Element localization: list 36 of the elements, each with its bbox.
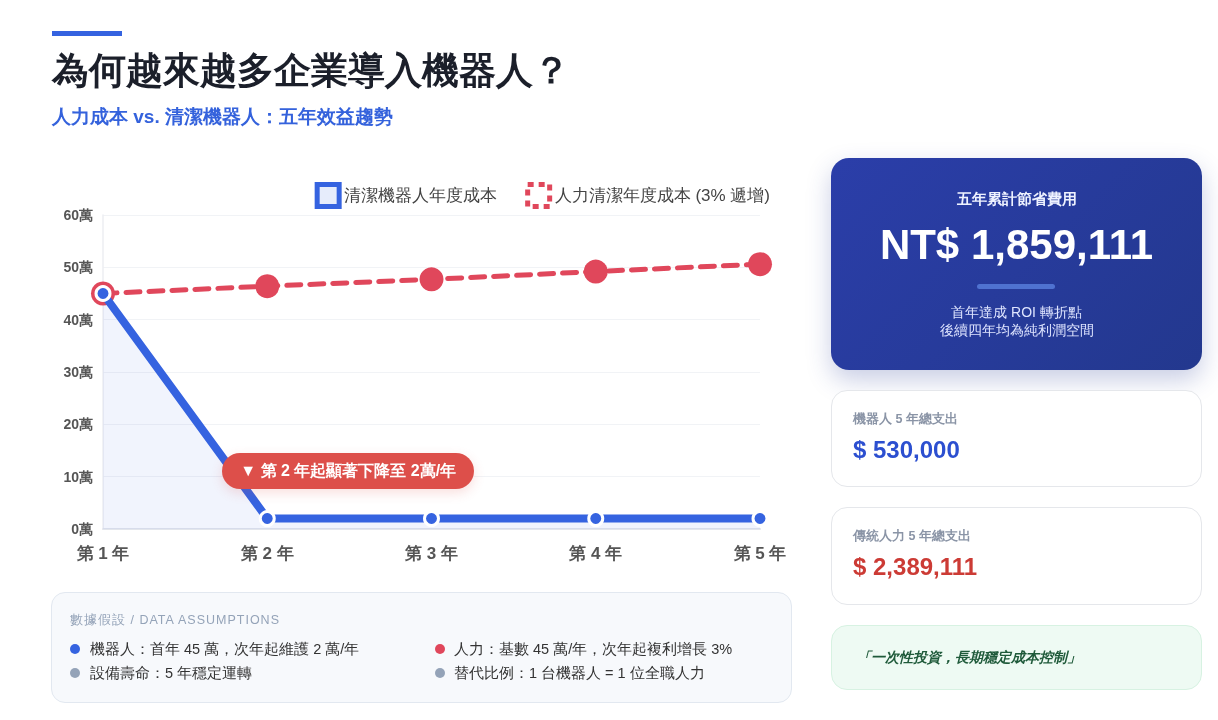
- point: [419, 267, 444, 292]
- text: 首年達成 ROI 轉折點: [950, 303, 1083, 321]
- point: [583, 259, 608, 284]
- text: 人力：基數 45 萬/年，次年起複利增長 3%: [454, 640, 733, 659]
- text: 「一次性投資，長期穩定成本控制」: [857, 648, 1081, 667]
- x-tick-label: 第 5 年: [732, 544, 787, 563]
- point: [748, 252, 772, 277]
- y-tick-label: 50萬: [63, 259, 93, 276]
- x-tick-label: 第 4 年: [568, 544, 623, 563]
- x-tick-label: 第 3 年: [404, 544, 458, 563]
- legend-label: 清潔機器人年度成本: [344, 186, 498, 205]
- annotation: ▼ 第 2 年起顯著下降至 2萬/年: [222, 452, 475, 489]
- point: [255, 274, 280, 299]
- legend-label: 人力清潔年度成本 (3% 遞增): [554, 186, 770, 205]
- chart-title: 為何越來越多企業導入機器人？: [52, 49, 570, 93]
- text: 五年累計節省費用: [955, 189, 1078, 209]
- text: 數據假設 / DATA ASSUMPTIONS: [70, 612, 280, 628]
- point: [258, 510, 276, 528]
- text: $ 530,000: [853, 435, 960, 465]
- y-tick-label: 40萬: [63, 311, 93, 328]
- text: 機器人 5 年總支出: [853, 411, 958, 427]
- y-tick-label: 0萬: [71, 521, 93, 537]
- y-tick-label: 30萬: [63, 364, 93, 380]
- y-tick-label: 10萬: [63, 468, 93, 485]
- text: 設備壽命：5 年穩定運轉: [90, 664, 253, 683]
- x-tick-label: 第 1 年: [75, 544, 130, 563]
- y-tick-label: 20萬: [63, 416, 93, 433]
- text: $ 2,389,111: [853, 552, 978, 582]
- x-tick-label: 第 2 年: [239, 544, 294, 563]
- text: 機器人：首年 45 萬，次年起維護 2 萬/年: [90, 640, 360, 659]
- text: 後續四年均為純利潤空間: [938, 321, 1095, 339]
- text: 傳統人力 5 年總支出: [853, 528, 971, 544]
- chart-subtitle: 人力成本 vs. 清潔機器人：五年效益趨勢: [52, 105, 393, 129]
- y-tick-label: 60萬: [63, 207, 93, 223]
- text: NT$ 1,859,111: [878, 220, 1155, 270]
- text: 替代比例：1 台機器人 = 1 位全職人力: [454, 664, 705, 683]
